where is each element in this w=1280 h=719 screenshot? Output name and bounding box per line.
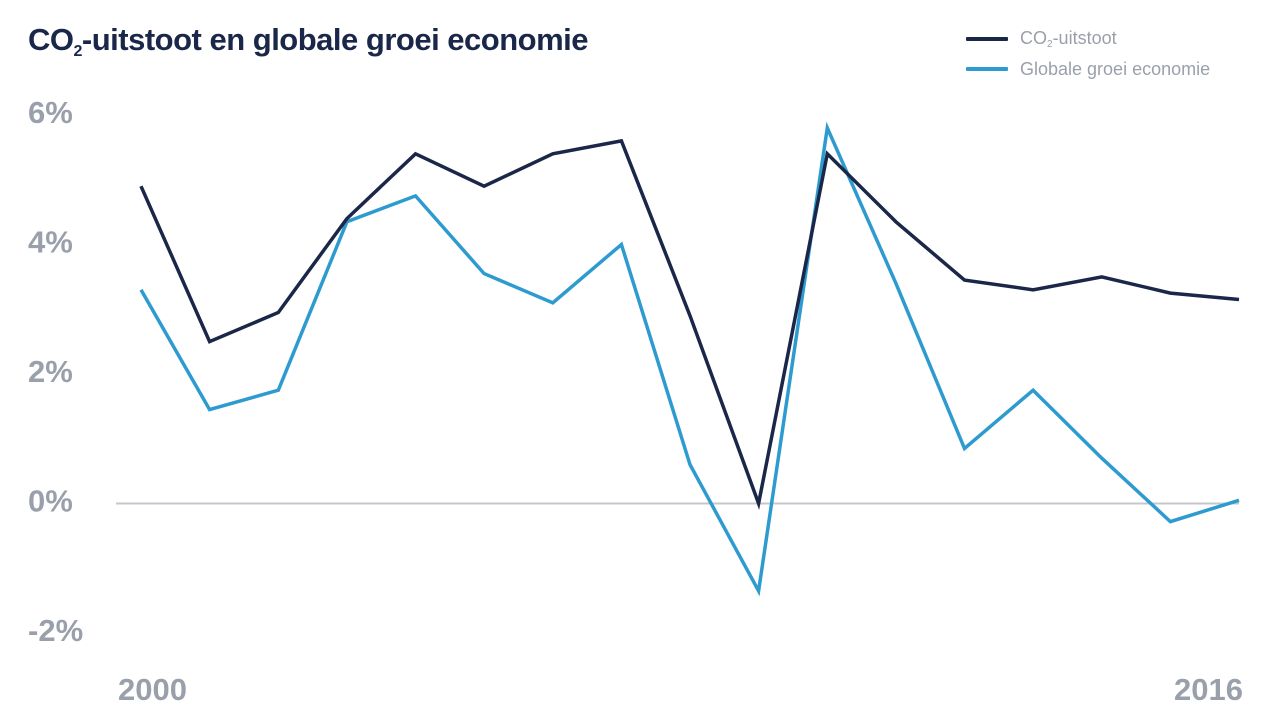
y-tick-label: 6% bbox=[28, 95, 73, 130]
legend-item-co2: CO2-uitstoot bbox=[966, 24, 1210, 54]
legend-label-co2: CO2-uitstoot bbox=[1020, 28, 1117, 50]
series-line-co2 bbox=[139, 138, 1240, 510]
x-tick-label: 2000 bbox=[118, 672, 187, 707]
legend-item-economy: Globale groei economie bbox=[966, 54, 1210, 84]
y-tick-label: 4% bbox=[28, 225, 73, 260]
series-line-economy bbox=[139, 121, 1240, 597]
legend-swatch-economy bbox=[966, 67, 1008, 71]
y-tick-label: 0% bbox=[28, 484, 73, 519]
chart-title: CO2-uitstoot en globale groei economie bbox=[28, 22, 589, 60]
x-tick-label: 2016 bbox=[1174, 672, 1243, 707]
y-tick-label: 2% bbox=[28, 354, 73, 389]
legend-swatch-co2 bbox=[966, 37, 1008, 41]
chart-legend: CO2-uitstoot Globale groei economie bbox=[966, 24, 1210, 84]
legend-label-economy: Globale groei economie bbox=[1020, 58, 1211, 79]
y-tick-label: -2% bbox=[28, 613, 83, 648]
